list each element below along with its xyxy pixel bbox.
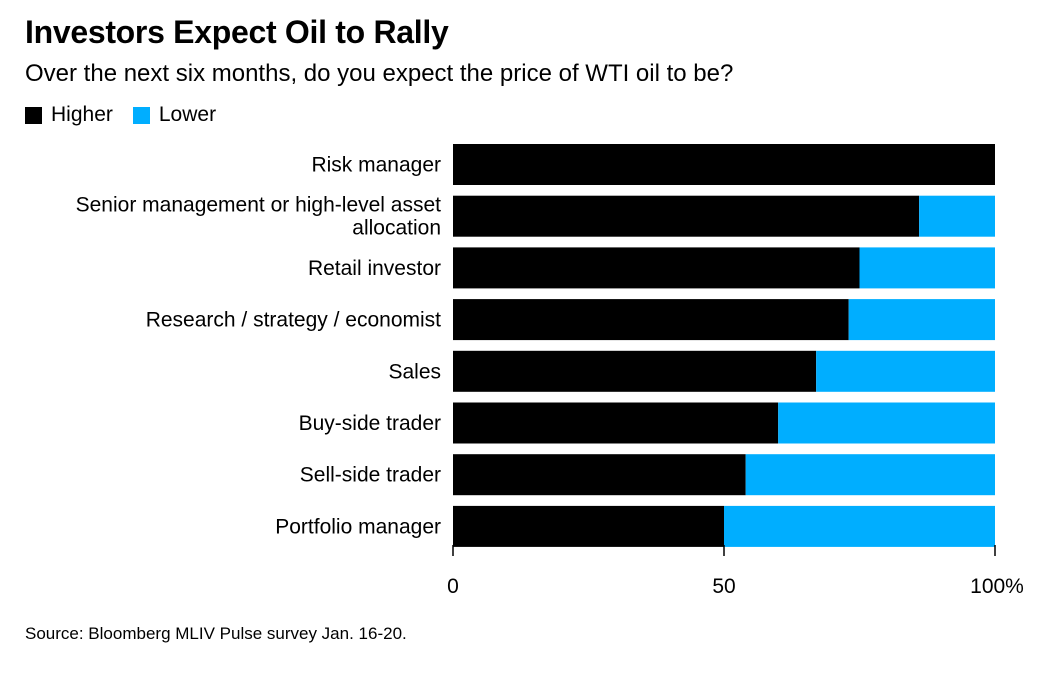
bar-lower-1 — [919, 195, 995, 237]
bar-higher-4 — [453, 350, 817, 392]
category-label-7: Portfolio manager — [275, 515, 441, 538]
legend-item-higher: Higher — [25, 103, 113, 127]
x-tick-label-0: 0 — [447, 575, 459, 598]
bar-higher-1 — [453, 195, 920, 237]
category-label-3: Research / strategy / economist — [146, 309, 441, 332]
chart-subtitle: Over the next six months, do you expect … — [25, 60, 734, 87]
bar-lower-5 — [778, 402, 995, 444]
category-label-6: Sell-side trader — [300, 464, 441, 487]
bar-lower-4 — [816, 350, 995, 392]
legend: Higher Lower — [25, 103, 236, 127]
chart-title: Investors Expect Oil to Rally — [25, 14, 449, 50]
category-label-1: Senior management or high-level asset all… — [76, 194, 442, 240]
category-label-5: Buy-side trader — [299, 412, 441, 435]
bar-higher-5 — [453, 402, 779, 444]
category-label-2: Retail investor — [308, 257, 441, 280]
bar-lower-7 — [724, 505, 995, 547]
category-label-4: Sales — [388, 360, 441, 383]
bar-lower-3 — [848, 299, 995, 341]
bar-lower-2 — [859, 247, 995, 289]
legend-swatch-lower — [132, 106, 150, 124]
legend-label-lower: Lower — [158, 103, 217, 126]
bar-lower-6 — [745, 454, 995, 496]
bar-higher-2 — [453, 247, 860, 289]
bar-higher-6 — [453, 454, 746, 496]
category-label-0: Risk manager — [311, 154, 441, 177]
bar-higher-7 — [453, 505, 724, 547]
bar-higher-3 — [453, 299, 849, 341]
x-tick-label-1: 50 — [712, 575, 735, 598]
x-tick-label-2: 100% — [970, 575, 1024, 598]
source-note: Source: Bloomberg MLIV Pulse survey Jan.… — [25, 624, 407, 643]
legend-swatch-higher — [25, 106, 42, 124]
bar-higher-0 — [453, 144, 995, 185]
legend-label-higher: Higher — [51, 103, 113, 126]
legend-item-lower: Lower — [132, 103, 217, 127]
